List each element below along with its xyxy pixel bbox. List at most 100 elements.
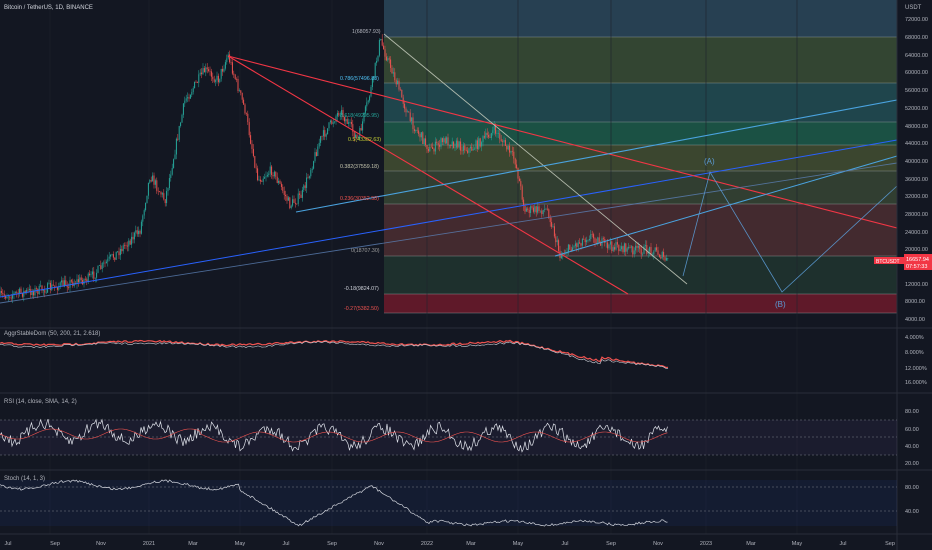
candle-body — [238, 90, 240, 92]
dom-legend[interactable]: AggrStableDom (50, 200, 21, 2.618) — [4, 331, 100, 337]
fib-retracement-zones[interactable] — [384, 0, 897, 314]
time-axis[interactable]: Jul Sep Nov 2021 Mar May Jul Sep Nov 2022 Mar May Ju… — [4, 541, 894, 547]
candle-body — [304, 185, 306, 188]
wave-label-b[interactable]: (B) — [775, 300, 786, 309]
candle-body — [234, 74, 236, 80]
candle-body — [132, 236, 134, 240]
candle-body — [408, 111, 410, 113]
candle-body — [188, 97, 190, 99]
candle-body — [385, 56, 387, 61]
aggr-stable-dom-pane[interactable] — [0, 339, 669, 369]
candle-body — [307, 177, 309, 179]
candle-body — [98, 265, 100, 266]
fib-zone[interactable] — [384, 0, 897, 37]
candle-body — [244, 104, 246, 114]
candle-body — [265, 176, 267, 178]
candle-body — [436, 141, 438, 144]
candle-body — [399, 89, 401, 91]
candle-body — [545, 208, 547, 210]
candle-body — [409, 112, 411, 122]
candle-body — [174, 154, 176, 160]
candle-body — [615, 242, 617, 250]
candle-body — [41, 285, 43, 291]
candle-body — [450, 145, 452, 147]
fib-zone[interactable] — [384, 37, 897, 83]
candle-body — [350, 122, 352, 125]
descending-resistance-line[interactable] — [227, 55, 898, 229]
channel-upper-line[interactable] — [295, 99, 898, 213]
trendline-drawings[interactable] — [0, 33, 898, 304]
symbol-title[interactable]: Bitcoin / TetherUS, 1D, BINANCE — [4, 5, 93, 11]
candle-body — [607, 242, 609, 249]
candle-body — [247, 113, 249, 123]
candle-body — [595, 242, 597, 244]
candle-body — [616, 242, 618, 245]
candle-body — [367, 100, 369, 103]
candle-body — [115, 251, 117, 260]
candle-body — [180, 122, 182, 126]
candle-body — [201, 72, 203, 75]
candle-body — [91, 271, 93, 275]
time-tick-label: 2023 — [700, 541, 712, 547]
candle-body — [423, 138, 425, 145]
stoch-legend[interactable]: Stoch (14, 1, 3) — [4, 476, 45, 482]
candle-body — [308, 176, 310, 178]
candle-body — [51, 284, 53, 290]
candle-body — [577, 242, 579, 247]
candle-body — [523, 199, 525, 207]
candle-body — [650, 247, 652, 255]
fib-zone[interactable] — [384, 294, 897, 313]
channel-mid-line[interactable] — [0, 162, 898, 304]
long-term-support-line[interactable] — [0, 139, 898, 298]
time-tick-label: Sep — [327, 541, 337, 547]
channel-lower-line[interactable] — [554, 155, 898, 257]
fib-zone[interactable] — [384, 256, 897, 294]
candle-body — [633, 250, 635, 255]
fib-zone[interactable] — [384, 204, 897, 256]
candle-body — [28, 288, 30, 291]
candle-body — [580, 243, 582, 246]
candle-body — [126, 245, 128, 247]
candle-body — [538, 206, 540, 211]
candle-body — [96, 272, 98, 278]
candle-body — [195, 81, 197, 83]
fib-zone[interactable] — [384, 171, 897, 204]
dom-series-red — [0, 339, 669, 369]
candle-body — [327, 128, 329, 135]
candle-body — [492, 130, 494, 134]
candle-body — [90, 274, 92, 276]
candle-body — [646, 245, 648, 254]
rsi-legend[interactable]: RSI (14, close, SMA, 14, 2) — [4, 399, 77, 405]
candle-body — [161, 193, 163, 195]
candle-body — [184, 100, 186, 104]
candle-body — [513, 151, 515, 159]
candle-body — [397, 80, 399, 85]
rsi-pane[interactable] — [0, 418, 897, 456]
time-tick-label: Mar — [746, 541, 756, 547]
price-tick-label: 20000.00 — [905, 247, 928, 253]
candle-body — [215, 80, 217, 82]
stoch-pane[interactable] — [0, 479, 897, 527]
candle-body — [289, 197, 291, 209]
price-tick-label: 24000.00 — [905, 230, 928, 236]
candle-body — [420, 132, 422, 138]
diagonal-trendline[interactable] — [383, 33, 688, 285]
currency-label: USDT — [905, 5, 922, 11]
candle-body — [321, 136, 323, 137]
price-axis[interactable]: 72000.00 68000.00 64000.00 60000.00 56000.00… — [905, 17, 928, 515]
candle-body — [391, 67, 393, 74]
candle-body — [110, 254, 112, 257]
price-tick-label: 56000.00 — [905, 88, 928, 94]
candle-body — [594, 238, 596, 243]
stoch-tick-label: 80.00 — [905, 485, 919, 491]
candle-body — [419, 133, 421, 138]
projected-wave-path[interactable] — [682, 170, 898, 293]
candle-body — [381, 39, 383, 46]
candle-body — [496, 133, 498, 134]
wave-label-a[interactable]: (A) — [704, 157, 715, 166]
candle-body — [279, 180, 281, 184]
candle-body — [546, 208, 548, 210]
candle-body — [296, 203, 298, 205]
